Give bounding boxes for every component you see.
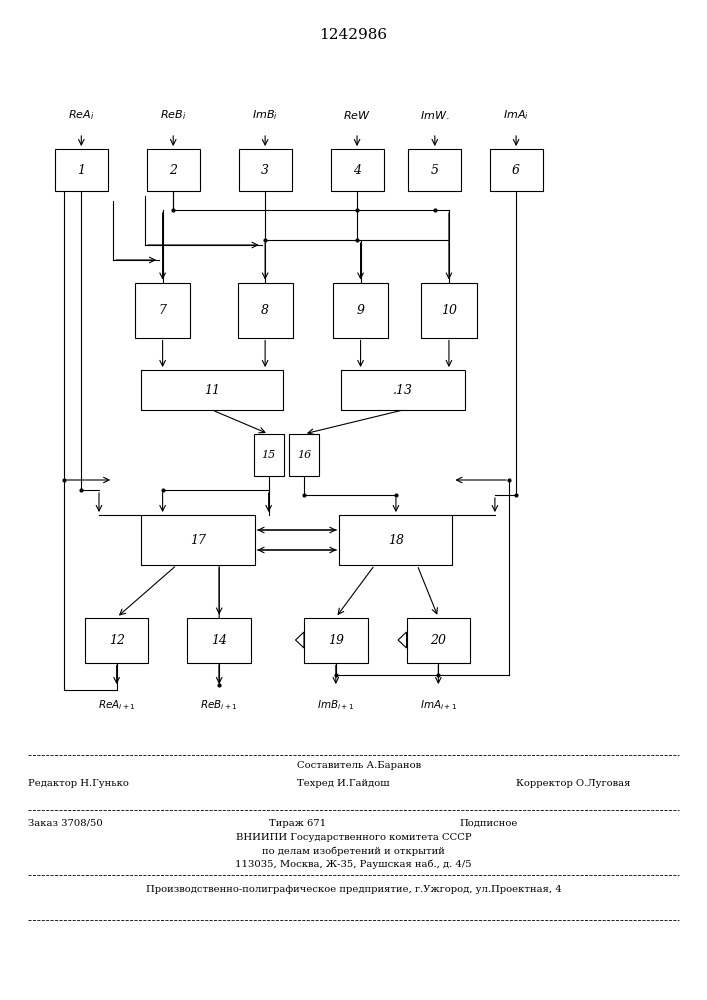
FancyBboxPatch shape — [55, 149, 107, 191]
Text: 11: 11 — [204, 383, 220, 396]
FancyBboxPatch shape — [333, 282, 388, 338]
Text: $ImB_i$: $ImB_i$ — [252, 108, 278, 122]
Text: $ImW.$: $ImW.$ — [420, 109, 450, 121]
FancyBboxPatch shape — [421, 282, 477, 338]
FancyBboxPatch shape — [146, 149, 199, 191]
Text: $ReB_i$: $ReB_i$ — [160, 108, 187, 122]
Text: Редактор Н.Гунько: Редактор Н.Гунько — [28, 778, 129, 788]
Text: Производственно-полиграфическое предприятие, г.Ужгород, ул.Проектная, 4: Производственно-полиграфическое предприя… — [146, 886, 561, 895]
Text: 12: 12 — [109, 634, 124, 647]
FancyBboxPatch shape — [341, 370, 464, 410]
FancyBboxPatch shape — [135, 282, 190, 338]
Text: по делам изобретений и открытий: по делам изобретений и открытий — [262, 846, 445, 856]
FancyBboxPatch shape — [407, 618, 470, 663]
Text: 113035, Москва, Ж-35, Раушская наб., д. 4/5: 113035, Москва, Ж-35, Раушская наб., д. … — [235, 859, 472, 869]
Text: 10: 10 — [441, 304, 457, 316]
FancyBboxPatch shape — [304, 618, 368, 663]
Text: 15: 15 — [262, 450, 276, 460]
Text: ВНИИПИ Государственного комитета СССР: ВНИИПИ Государственного комитета СССР — [235, 834, 472, 842]
FancyBboxPatch shape — [330, 149, 383, 191]
Text: $ImB_{i+1}$: $ImB_{i+1}$ — [317, 698, 354, 712]
Text: $ImA_i$: $ImA_i$ — [503, 108, 529, 122]
FancyBboxPatch shape — [85, 618, 148, 663]
Text: 1: 1 — [77, 163, 86, 176]
Text: Подписное: Подписное — [460, 818, 518, 828]
FancyBboxPatch shape — [141, 515, 255, 565]
Text: $ImA_{i+1}$: $ImA_{i+1}$ — [420, 698, 457, 712]
Text: Тираж 671: Тираж 671 — [269, 818, 326, 828]
Text: Техред И.Гайдош: Техред И.Гайдош — [297, 778, 390, 788]
FancyBboxPatch shape — [141, 370, 283, 410]
FancyBboxPatch shape — [238, 282, 293, 338]
FancyBboxPatch shape — [187, 618, 251, 663]
FancyBboxPatch shape — [489, 149, 542, 191]
FancyBboxPatch shape — [254, 434, 284, 476]
Text: 17: 17 — [190, 534, 206, 546]
Text: 5: 5 — [431, 163, 439, 176]
Text: 1242986: 1242986 — [320, 28, 387, 42]
Text: 18: 18 — [388, 534, 404, 546]
Text: 3: 3 — [261, 163, 269, 176]
Text: $ReA_i$: $ReA_i$ — [68, 108, 95, 122]
FancyBboxPatch shape — [339, 515, 452, 565]
Text: 19: 19 — [328, 634, 344, 647]
Text: 6: 6 — [512, 163, 520, 176]
Text: 8: 8 — [261, 304, 269, 316]
FancyBboxPatch shape — [289, 434, 319, 476]
Text: 2: 2 — [169, 163, 177, 176]
FancyBboxPatch shape — [238, 149, 291, 191]
Text: 7: 7 — [158, 304, 167, 316]
Text: 14: 14 — [211, 634, 227, 647]
Text: Заказ 3708/50: Заказ 3708/50 — [28, 818, 103, 828]
Text: Составитель А.Баранов: Составитель А.Баранов — [297, 760, 421, 770]
FancyBboxPatch shape — [409, 149, 461, 191]
Text: Корректор О.Луговая: Корректор О.Луговая — [516, 778, 631, 788]
Text: 20: 20 — [431, 634, 446, 647]
Text: .13: .13 — [393, 383, 413, 396]
Text: $ReB_{i+1}$: $ReB_{i+1}$ — [200, 698, 238, 712]
Text: 9: 9 — [356, 304, 365, 316]
Text: $ReA_{i+1}$: $ReA_{i+1}$ — [98, 698, 136, 712]
Text: 16: 16 — [297, 450, 311, 460]
Text: $ReW$: $ReW$ — [343, 109, 371, 121]
Text: 4: 4 — [353, 163, 361, 176]
